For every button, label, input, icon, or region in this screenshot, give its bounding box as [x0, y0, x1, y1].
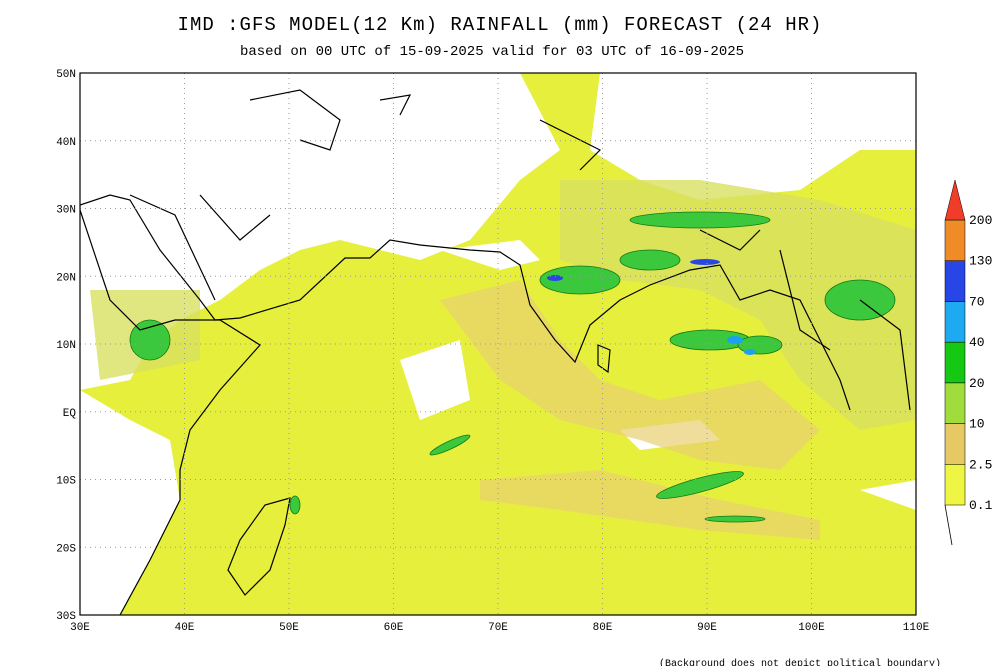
colorbar-label: 20 [969, 376, 985, 391]
colorbar: 0.1 2.5 10 20 40 70 130 200 [944, 179, 993, 546]
colorbar-label: 40 [969, 335, 985, 350]
colorbar-segment [944, 341, 966, 384]
colorbar-max-arrow [944, 179, 966, 221]
lat-label: 40N [56, 137, 76, 149]
lon-label: 80E [593, 622, 613, 634]
lat-label: 10S [56, 476, 76, 488]
colorbar-label: 200 [969, 213, 992, 228]
lon-label: 50E [279, 622, 299, 634]
colorbar-label: 2.5 [969, 457, 992, 472]
lat-label: 20S [56, 543, 76, 555]
subtitle: based on 00 UTC of 15-09-2025 valid for … [240, 44, 744, 60]
lat-label: 20N [56, 272, 76, 284]
colorbar-segment [944, 464, 966, 506]
colorbar-label: 70 [969, 294, 985, 309]
colorbar-segment [944, 260, 966, 302]
lon-label: 40E [175, 622, 195, 634]
lon-label: 110E [903, 622, 930, 634]
lon-label: 70E [488, 622, 508, 634]
lat-label: EQ [63, 408, 77, 420]
colorbar-min-tail [944, 504, 953, 546]
colorbar-label: 130 [969, 254, 992, 269]
lon-label: 30E [70, 622, 90, 634]
lat-label: 30N [56, 205, 76, 217]
colorbar-segment [944, 423, 966, 465]
lon-label: 60E [384, 622, 404, 634]
map-frame [79, 72, 917, 616]
lon-label: 100E [798, 622, 825, 634]
lon-label: 90E [697, 622, 717, 634]
colorbar-label: 10 [969, 417, 985, 432]
lat-label: 10N [56, 340, 76, 352]
colorbar-segment [944, 301, 966, 343]
lat-label: 30S [56, 611, 76, 623]
colorbar-segment [944, 219, 966, 261]
colorbar-label: 0.1 [969, 498, 993, 513]
lat-label: 50N [56, 69, 76, 81]
title: IMD :GFS MODEL(12 Km) RAINFALL (mm) FORE… [178, 14, 823, 36]
colorbar-segment [944, 382, 966, 424]
footnote: (Background does not depict political bo… [659, 658, 941, 666]
